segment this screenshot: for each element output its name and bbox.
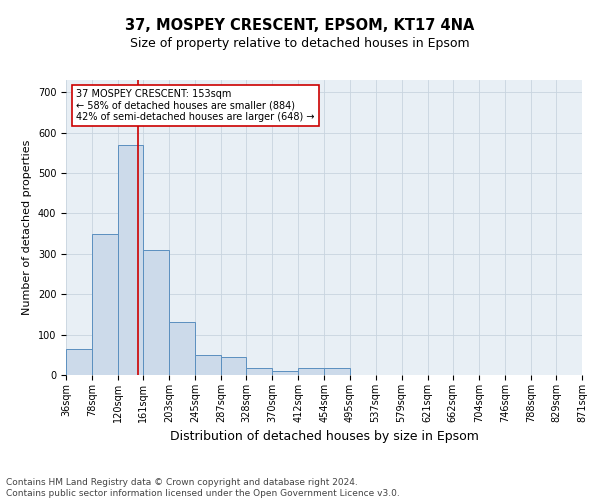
Text: Size of property relative to detached houses in Epsom: Size of property relative to detached ho… [130, 38, 470, 51]
Bar [221, 357, 247, 375]
Bar [247, 368, 272, 375]
Bar [66, 348, 92, 375]
Bar [272, 371, 298, 375]
Text: Contains HM Land Registry data © Crown copyright and database right 2024.
Contai: Contains HM Land Registry data © Crown c… [6, 478, 400, 498]
Bar [92, 234, 118, 375]
Text: 37, MOSPEY CRESCENT, EPSOM, KT17 4NA: 37, MOSPEY CRESCENT, EPSOM, KT17 4NA [125, 18, 475, 32]
Bar [118, 144, 143, 375]
Bar [325, 368, 350, 375]
Bar [298, 368, 325, 375]
Bar [143, 250, 169, 375]
Bar [195, 355, 221, 375]
Text: 37 MOSPEY CRESCENT: 153sqm
← 58% of detached houses are smaller (884)
42% of sem: 37 MOSPEY CRESCENT: 153sqm ← 58% of deta… [76, 89, 315, 122]
Bar [169, 322, 195, 375]
Y-axis label: Number of detached properties: Number of detached properties [22, 140, 32, 315]
X-axis label: Distribution of detached houses by size in Epsom: Distribution of detached houses by size … [170, 430, 478, 444]
